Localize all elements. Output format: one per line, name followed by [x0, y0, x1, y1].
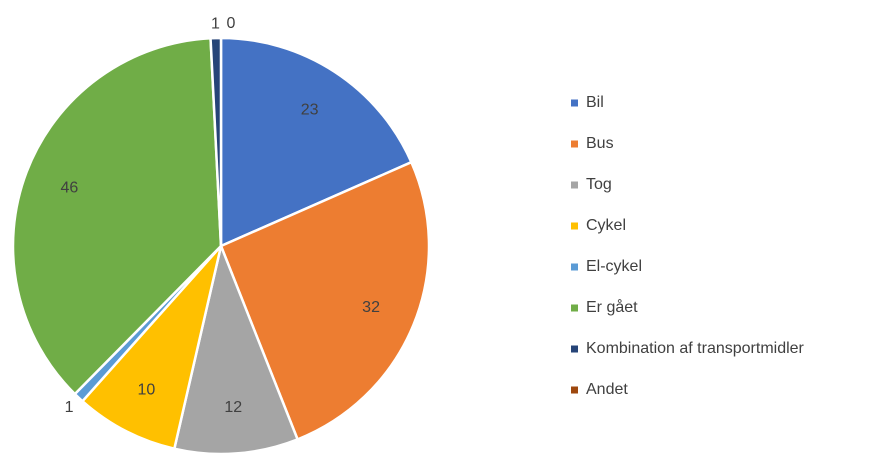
- legend-swatch: [571, 263, 578, 271]
- legend-swatch: [571, 181, 578, 189]
- legend-label: Bil: [586, 94, 604, 111]
- legend-label: Andet: [586, 381, 628, 398]
- legend-label: Bus: [586, 135, 614, 152]
- legend-swatch: [571, 345, 578, 353]
- legend-label: Kombination af transportmidler: [586, 340, 805, 357]
- legend-swatch: [571, 140, 578, 148]
- data-label: 23: [301, 101, 319, 118]
- data-label: 0: [227, 15, 236, 32]
- legend-label: El-cykel: [586, 258, 642, 275]
- legend-label: Tog: [586, 176, 612, 193]
- pie-slice: [219, 36, 414, 248]
- pie-slice: [219, 160, 431, 442]
- data-label: 1: [65, 399, 74, 416]
- pie-slice: [11, 36, 223, 396]
- legend-label: Cykel: [586, 217, 626, 234]
- pie-slice: [172, 241, 300, 455]
- pie-slice: [209, 36, 223, 247]
- legend-swatch: [571, 99, 578, 107]
- data-label: 46: [61, 179, 79, 196]
- legend-swatch: [571, 386, 578, 394]
- data-label: 10: [138, 381, 156, 398]
- data-label: 1: [211, 15, 220, 32]
- legend-swatch: [571, 304, 578, 312]
- pie-slice: [80, 245, 223, 451]
- legend-swatch: [571, 222, 578, 230]
- data-label: 32: [362, 299, 380, 316]
- legend-label: Er gået: [586, 298, 638, 316]
- data-label: 12: [224, 399, 242, 416]
